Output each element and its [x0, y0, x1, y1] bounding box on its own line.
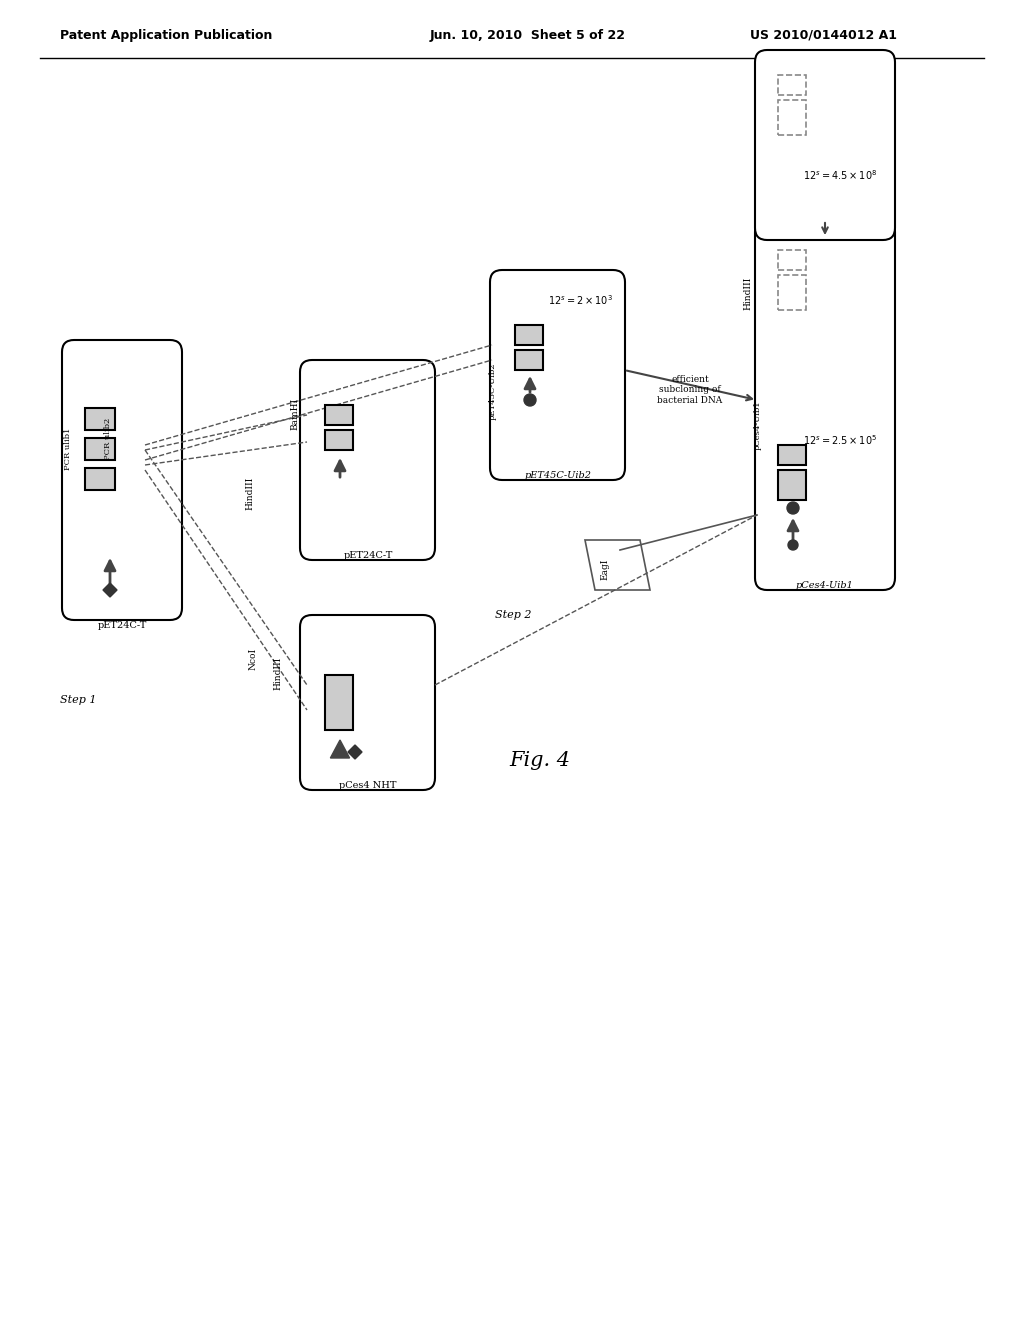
Text: pET45C-Uib2: pET45C-Uib2	[489, 363, 497, 420]
Text: BamHI: BamHI	[291, 397, 299, 430]
Bar	[778, 275, 806, 310]
Text: NcoI: NcoI	[249, 648, 257, 671]
Text: PCR ulib1: PCR ulib1	[63, 428, 72, 470]
Bar	[778, 249, 806, 271]
Text: pET24C-T: pET24C-T	[97, 620, 146, 630]
Bar	[85, 469, 115, 490]
FancyBboxPatch shape	[300, 360, 435, 560]
Bar	[515, 350, 543, 370]
Bar	[325, 430, 353, 450]
FancyBboxPatch shape	[490, 271, 625, 480]
FancyBboxPatch shape	[300, 615, 435, 789]
Text: HindIII: HindIII	[273, 657, 283, 690]
FancyBboxPatch shape	[755, 50, 895, 240]
Polygon shape	[348, 744, 362, 759]
Bar	[778, 100, 806, 135]
Bar	[85, 438, 115, 459]
Circle shape	[788, 540, 798, 550]
FancyBboxPatch shape	[755, 220, 895, 590]
Text: HindIII: HindIII	[246, 477, 255, 510]
Text: Step 2: Step 2	[495, 610, 531, 620]
Polygon shape	[103, 583, 117, 597]
Text: Patent Application Publication: Patent Application Publication	[60, 29, 272, 41]
Text: pCes4-Uib1: pCes4-Uib1	[754, 400, 762, 450]
Bar	[778, 470, 806, 500]
Circle shape	[787, 502, 799, 513]
Text: Step 1: Step 1	[60, 696, 96, 705]
Text: EagI: EagI	[600, 558, 609, 579]
Text: PCR ulib2: PCR ulib2	[104, 417, 112, 459]
Bar	[85, 408, 115, 430]
Bar	[515, 325, 543, 345]
Text: pCes4-Uib1: pCes4-Uib1	[796, 581, 854, 590]
Bar	[778, 75, 806, 95]
Text: US 2010/0144012 A1: US 2010/0144012 A1	[750, 29, 897, 41]
Text: HindIII: HindIII	[743, 277, 753, 310]
Text: Fig. 4: Fig. 4	[510, 751, 570, 770]
Polygon shape	[331, 741, 349, 758]
Text: pET45C-Uib2: pET45C-Uib2	[524, 470, 592, 479]
Text: Jun. 10, 2010  Sheet 5 of 22: Jun. 10, 2010 Sheet 5 of 22	[430, 29, 626, 41]
Bar	[325, 405, 353, 425]
Text: $12^s= 2.5\times10^5$: $12^s= 2.5\times10^5$	[803, 433, 877, 447]
Text: efficient
subcloning of
bacterial DNA: efficient subcloning of bacterial DNA	[657, 375, 723, 405]
Bar	[778, 445, 806, 465]
Text: pET24C-T: pET24C-T	[343, 550, 392, 560]
Circle shape	[524, 393, 536, 407]
Text: $12^s= 2\times10^3$: $12^s= 2\times10^3$	[548, 293, 612, 306]
Text: pCes4 NHT: pCes4 NHT	[339, 780, 396, 789]
Bar	[325, 675, 353, 730]
FancyBboxPatch shape	[62, 341, 182, 620]
Text: $12^s= 4.5\times10^8$: $12^s= 4.5\times10^8$	[803, 168, 878, 182]
